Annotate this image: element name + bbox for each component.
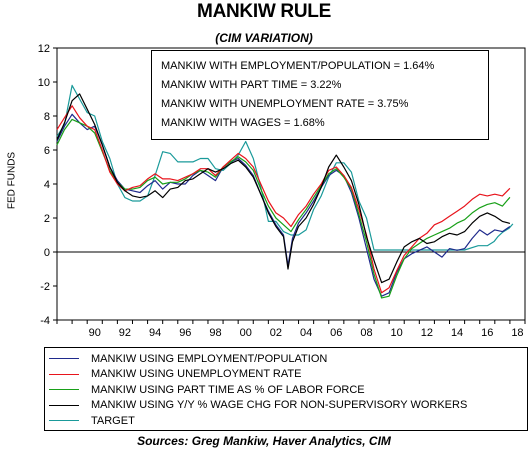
x-tick-label: 12 [421, 327, 433, 339]
legend-swatch [49, 358, 79, 360]
y-tick-label: 10 [38, 77, 50, 89]
x-tick-label: 06 [330, 327, 342, 339]
legend-label: MANKIW USING EMPLOYMENT/POPULATION [91, 352, 328, 365]
annotation-line: MANKIW WITH EMPLOYMENT/POPULATION = 1.64… [161, 60, 435, 72]
y-tick-label: 12 [38, 43, 50, 55]
x-tick-label: 96 [179, 327, 191, 339]
y-tick-label: 4 [44, 179, 50, 191]
legend-swatch [49, 404, 79, 406]
y-tick-label: 8 [44, 111, 50, 123]
legend: MANKIW USING EMPLOYMENT/POPULATION MANKI… [44, 347, 528, 431]
annotation-line: MANKIW WITH PART TIME = 3.22% [161, 79, 342, 91]
legend-swatch [49, 373, 79, 375]
legend-swatch [49, 420, 79, 422]
legend-item: MANKIW USING Y/Y % WAGE CHG FOR NON-SUPE… [49, 398, 527, 414]
series-line [56, 113, 511, 297]
x-tick-label: 18 [511, 327, 523, 339]
series-line [56, 105, 511, 294]
legend-label: MANKIW USING Y/Y % WAGE CHG FOR NON-SUPE… [91, 399, 468, 412]
chart-title: MANKIW RULE [197, 1, 331, 22]
legend-item: MANKIW USING PART TIME AS % OF LABOR FOR… [49, 382, 527, 398]
annotation-line: MANKIW WITH UNEMPLOYMENT RATE = 3.75% [161, 98, 409, 110]
annotation-box: MANKIW WITH EMPLOYMENT/POPULATION = 1.64… [151, 50, 489, 140]
x-tick-label: 98 [209, 327, 221, 339]
x-tick-label: 02 [270, 327, 282, 339]
legend-item: MANKIW USING UNEMPLOYMENT RATE [49, 367, 527, 383]
x-tick-label: 16 [481, 327, 493, 339]
x-tick-label: 14 [451, 327, 463, 339]
x-tick-label: 90 [89, 327, 101, 339]
legend-label: TARGET [91, 414, 135, 427]
y-tick-label: 6 [44, 145, 50, 157]
x-tick-label: 94 [149, 327, 161, 339]
legend-item: MANKIW USING EMPLOYMENT/POPULATION [49, 351, 527, 367]
x-tick-label: 10 [391, 327, 403, 339]
x-tick-label: 00 [240, 327, 252, 339]
x-tick-label: 04 [300, 327, 312, 339]
x-tick-label: 92 [119, 327, 131, 339]
series-line [56, 118, 511, 299]
legend-swatch [49, 389, 79, 391]
series-line [56, 93, 511, 284]
x-tick-label: 08 [360, 327, 372, 339]
legend-item: TARGET [49, 413, 527, 429]
y-tick-label: 0 [44, 247, 50, 259]
y-tick-label: -4 [40, 315, 50, 327]
chart-subtitle: (CIM VARIATION) [215, 31, 313, 45]
legend-label: MANKIW USING UNEMPLOYMENT RATE [91, 368, 302, 381]
annotation-line: MANKIW WITH WAGES = 1.68% [161, 117, 325, 129]
source-note: Sources: Greg Mankiw, Haver Analytics, C… [137, 434, 391, 448]
y-tick-label: -2 [40, 281, 50, 293]
legend-label: MANKIW USING PART TIME AS % OF LABOR FOR… [91, 383, 365, 396]
y-tick-label: 2 [44, 213, 50, 225]
